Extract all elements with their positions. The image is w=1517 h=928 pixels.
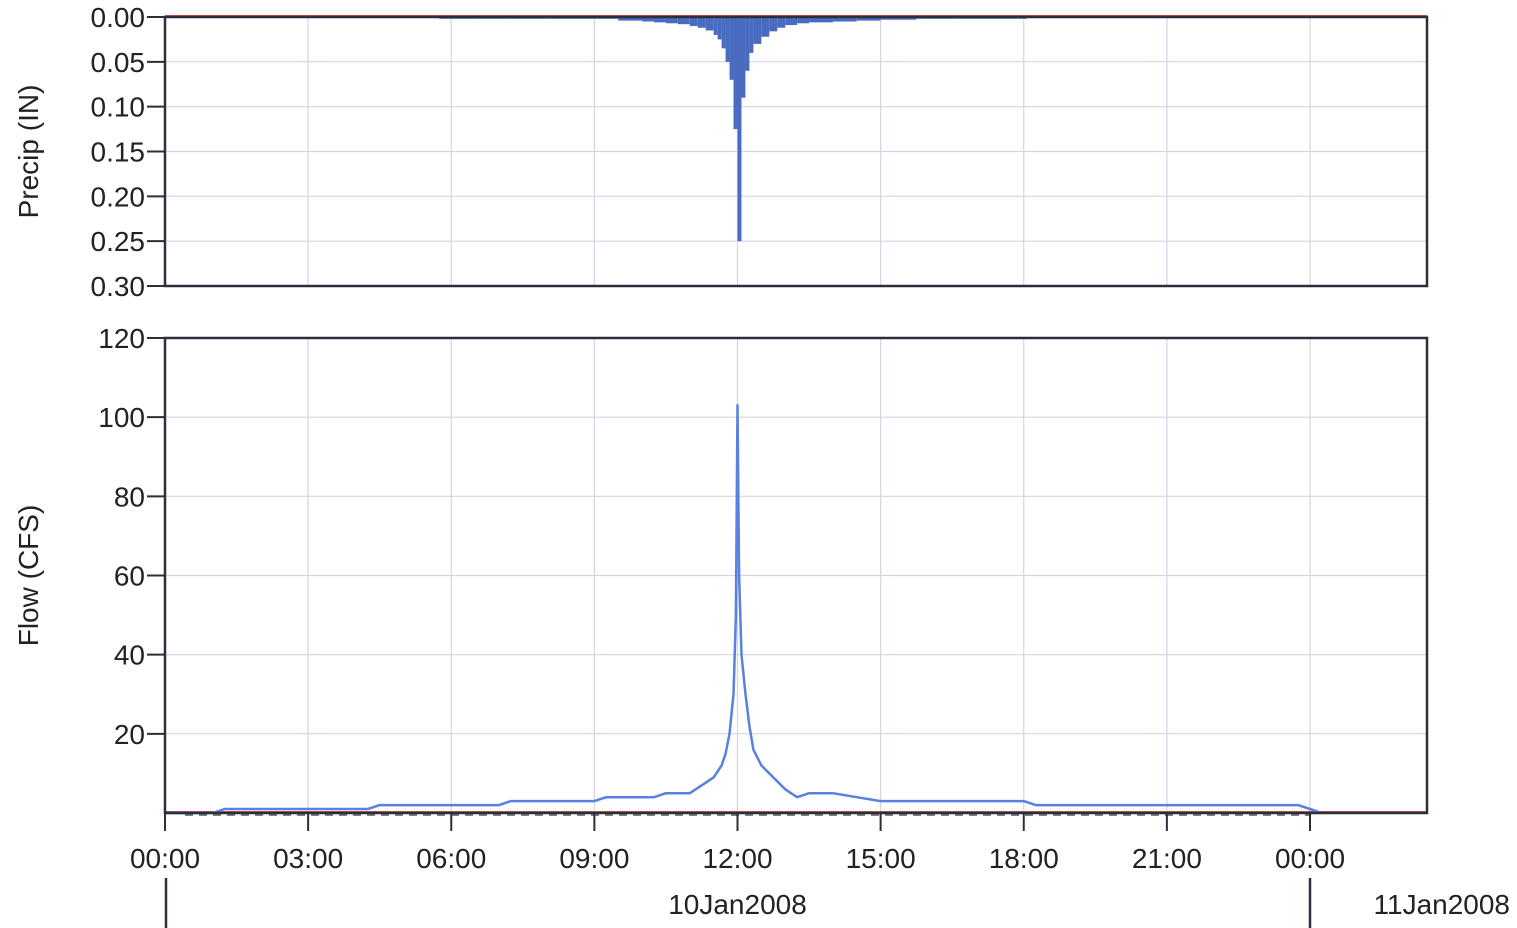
flow-x-ticks: 00:00 03:00 06:00 09:00 12:00 15:00 18:00 21:00… [130, 813, 1345, 874]
flow-series-line [165, 404, 1323, 815]
precip-bar [737, 17, 742, 242]
precip-bar [761, 17, 770, 37]
flow-y-tick-label: 120 [98, 323, 145, 354]
precip-y-tick-label: 0.20 [91, 181, 146, 212]
precip-y-tick-label: 0.30 [91, 271, 146, 302]
precip-bar [665, 17, 678, 24]
precip-y-tick-label: 0.10 [91, 92, 146, 123]
x-tick-label: 21:00 [1132, 843, 1202, 874]
precip-bar [745, 17, 750, 71]
flow-gridlines [165, 337, 1427, 813]
precip-bar [856, 17, 881, 21]
date-label: 10Jan2008 [668, 889, 807, 920]
precip-bar [880, 17, 917, 20]
precip-bar [769, 17, 778, 32]
precip-bar [733, 17, 738, 130]
precip-bar [749, 17, 754, 53]
flow-y-axis-label: Flow (CFS) [13, 505, 44, 647]
precip-y-ticks: 0.00 0.05 0.10 0.15 0.20 0.25 0.30 [91, 2, 165, 302]
precip-bars [439, 17, 1027, 242]
flow-y-ticks: 20 40 60 80 100 120 [98, 323, 165, 750]
precip-bar [721, 17, 726, 49]
flow-y-tick-label: 80 [114, 481, 145, 512]
flow-y-tick-label: 20 [114, 719, 145, 750]
precip-bar [809, 17, 833, 23]
precip-bar [753, 17, 762, 44]
precip-bar [618, 17, 643, 21]
precip-bar [705, 17, 714, 31]
precip-bar [832, 17, 857, 22]
precip-y-tick-label: 0.25 [91, 226, 146, 257]
precip-bar [642, 17, 655, 22]
precip-y-tick-label: 0.00 [91, 2, 146, 33]
precip-bar [777, 17, 786, 28]
precip-y-tick-label: 0.15 [91, 137, 146, 168]
x-tick-label: 03:00 [273, 843, 343, 874]
precip-bar [725, 17, 730, 62]
x-tick-label: 15:00 [846, 843, 916, 874]
flow-y-tick-label: 60 [114, 561, 145, 592]
precip-bar [729, 17, 734, 80]
x-tick-label: 00:00 [130, 843, 200, 874]
precip-y-axis-label: Precip (IN) [13, 85, 44, 219]
precip-bar [713, 17, 718, 35]
precip-chart-panel: 0.00 0.05 0.10 0.15 0.20 0.25 0.30 Precip (IN) [13, 2, 1429, 302]
date-axis: 10Jan2008 11Jan2008 [164, 878, 1511, 928]
flow-chart-panel: 20 40 60 80 100 120 00:00 03:00 06:00 09:00 12:00… [13, 323, 1429, 874]
precip-y-tick-label: 0.05 [91, 47, 146, 78]
x-tick-label: 00:00 [1275, 843, 1345, 874]
date-label: 11Jan2008 [1374, 889, 1511, 920]
precip-bar [677, 17, 690, 25]
precip-bar [654, 17, 666, 23]
precip-bar [717, 17, 722, 40]
precip-gridlines [165, 16, 1427, 287]
x-tick-label: 18:00 [989, 843, 1059, 874]
x-tick-label: 09:00 [559, 843, 629, 874]
precip-bar [697, 17, 706, 28]
precip-bar [797, 17, 810, 24]
precip-bar [689, 17, 698, 26]
precip-bar [741, 17, 746, 98]
flow-y-tick-label: 100 [98, 402, 145, 433]
flow-y-tick-label: 40 [114, 640, 145, 671]
x-tick-label: 06:00 [416, 843, 486, 874]
x-tick-label: 12:00 [702, 843, 772, 874]
precip-bar [785, 17, 798, 26]
